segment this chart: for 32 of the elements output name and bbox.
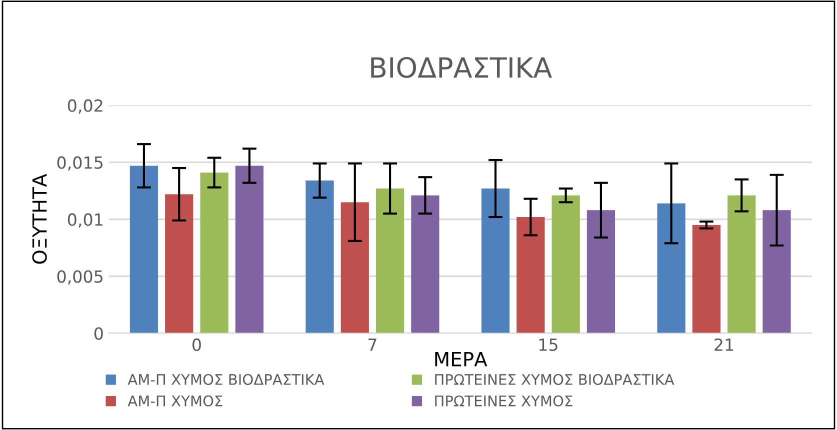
y-tick-label: 0,01 <box>68 213 102 228</box>
legend-label: ΑΜ-Π ΧΥΜΟΣ <box>128 395 222 406</box>
y-tick-label: 0,005 <box>57 270 102 285</box>
bar <box>130 166 158 334</box>
y-tick-label: 0,015 <box>57 156 102 171</box>
y-tick-label: 0 <box>94 327 103 340</box>
y-axis-title: ΟΞΥΤΗΤΑ <box>32 174 47 264</box>
bar <box>692 224 720 334</box>
bar <box>728 195 756 334</box>
bar <box>552 195 580 334</box>
legend-label: ΠΡΩΤΕΙΝΕΣ ΧΥΜΟΣ <box>435 395 572 406</box>
bar <box>516 217 545 334</box>
x-axis-title: ΜΕΡΑ <box>435 352 488 366</box>
bar <box>657 203 686 334</box>
bar <box>340 202 369 334</box>
bar <box>586 210 616 334</box>
bar <box>200 172 228 334</box>
bar <box>376 188 404 334</box>
y-tick-label: 0,02 <box>68 99 102 114</box>
chart-title: ΒΙΟΔΡΑΣΤΙΚΑ <box>371 56 552 78</box>
bar <box>165 194 194 334</box>
legend-label: ΠΡΩΤΕΙΝΕΣ ΧΥΜΟΣ ΒΙΟΔΡΑΣΤΙΚΑ <box>435 374 674 386</box>
x-tick-label: 7 <box>368 338 376 351</box>
x-tick-label: 21 <box>714 338 734 351</box>
bar <box>481 188 510 334</box>
x-tick-label: 15 <box>539 338 558 352</box>
bar <box>411 195 440 334</box>
bar <box>306 180 334 334</box>
bar <box>762 210 791 334</box>
x-tick-label: 0 <box>192 338 201 352</box>
bar <box>235 166 264 334</box>
legend-label: ΑΜ-Π ΧΥΜΟΣ ΒΙΟΔΡΑΣΤΙΚΑ <box>128 374 324 386</box>
